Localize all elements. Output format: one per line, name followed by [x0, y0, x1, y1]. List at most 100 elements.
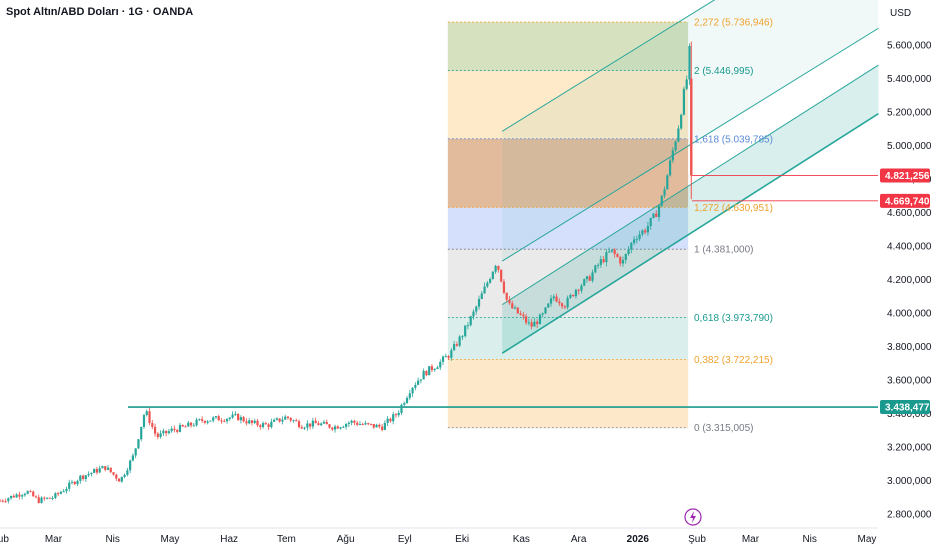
- candle-body: [400, 404, 403, 413]
- fib-label: 0,382 (3.722,215): [694, 355, 773, 366]
- candle-body: [4, 501, 7, 503]
- candle-body: [192, 425, 195, 427]
- y-tick-label: 3.800,000: [887, 342, 932, 353]
- price-tag-1-bg: [880, 193, 930, 208]
- fib-label: 2 (5.446,995): [694, 66, 754, 77]
- candle-body: [688, 46, 691, 80]
- candle-body: [505, 292, 508, 300]
- candle-body: [577, 289, 580, 291]
- candle-body: [242, 417, 245, 422]
- fib-zone-5: [447, 70, 689, 139]
- y-tick-label: 3.000,000: [887, 476, 932, 487]
- candle-body: [101, 466, 104, 469]
- candle-body: [500, 269, 503, 282]
- candle-body: [151, 422, 154, 427]
- candle-body: [638, 234, 641, 240]
- x-tick-label: May: [161, 534, 180, 545]
- candle-body: [109, 467, 112, 473]
- candle-body: [267, 424, 270, 428]
- candle-body: [386, 418, 389, 423]
- candle-body: [477, 299, 481, 307]
- candle-body: [405, 397, 409, 404]
- candle-body: [206, 421, 209, 423]
- candle-body: [225, 418, 229, 422]
- candle-body: [461, 336, 464, 338]
- candle-body: [574, 289, 578, 297]
- bolt-icon[interactable]: [684, 508, 702, 526]
- candle-body: [594, 265, 597, 273]
- candle-body: [428, 366, 431, 376]
- candle-body: [408, 393, 411, 398]
- fibonacci-labels: 0 (3.315,005) 0,382 (3.722,215) 0,618 (3.9…: [694, 18, 773, 435]
- candle-body: [34, 496, 38, 498]
- candle-body: [372, 423, 375, 428]
- candle-body: [281, 419, 284, 422]
- candle-body: [602, 259, 605, 263]
- candle-body: [231, 414, 234, 418]
- y-tick-label: 3.600,000: [887, 376, 932, 387]
- x-tick-label: Eyl: [398, 534, 412, 545]
- candle-body: [264, 423, 267, 425]
- candle-body: [610, 249, 614, 252]
- candle-body: [558, 301, 561, 304]
- candle-body: [411, 387, 414, 394]
- candle-body: [533, 321, 536, 327]
- y-tick-label: 3.200,000: [887, 443, 932, 454]
- candle-body: [95, 469, 99, 473]
- candle-body: [336, 426, 339, 429]
- candle-body: [309, 423, 312, 427]
- time-axis: Şub Mar Nis May Haz Tem Ağu Eyl Eki Kas Ara 2026 Şub…: [0, 527, 878, 545]
- candle-body: [239, 417, 242, 421]
- candle-body: [98, 468, 101, 473]
- candle-body: [300, 427, 303, 429]
- chart-title: Spot Altın/ABD Doları · 1G · OANDA: [6, 6, 194, 18]
- candle-body: [286, 416, 290, 418]
- candle-body: [7, 498, 10, 502]
- candle-body: [15, 494, 18, 498]
- candle-body: [635, 239, 638, 241]
- candle-body: [314, 420, 317, 424]
- candle-body: [646, 226, 650, 233]
- y-tick-label: 4.200,000: [887, 275, 932, 286]
- fib-label: 0,618 (3.973,790): [694, 313, 773, 324]
- y-tick-label: 5.000,000: [887, 141, 932, 152]
- candle-body: [580, 285, 583, 291]
- candle-body: [120, 476, 123, 482]
- currency-label[interactable]: USD: [890, 8, 912, 19]
- candle-body: [70, 481, 74, 483]
- candle-body: [189, 422, 193, 426]
- candle-body: [483, 286, 486, 294]
- candle-body: [297, 421, 301, 428]
- price-tag-0-bg: [880, 168, 930, 183]
- candle-body: [220, 420, 223, 422]
- candle-body: [333, 426, 337, 430]
- candle-body: [383, 422, 386, 430]
- candle-body: [347, 422, 350, 424]
- candle-body: [488, 279, 492, 283]
- candle-body: [170, 428, 173, 432]
- candle-body: [201, 419, 204, 421]
- candle-body: [511, 303, 514, 309]
- candle-body: [209, 420, 212, 422]
- candle-body: [630, 242, 633, 250]
- candle-body: [364, 423, 367, 425]
- candle-body: [93, 469, 96, 473]
- candle-body: [627, 249, 630, 254]
- fib-label: 1,272 (4.630,951): [694, 203, 773, 214]
- price-axis: 2.800,000 3.000,000 3.200,000 3.400,000 3.60…: [887, 41, 932, 521]
- price-tags: 4.821,256 4.669,740 3.438,477: [692, 168, 930, 415]
- y-tick-label: 4.400,000: [887, 242, 932, 253]
- candle-body: [486, 282, 489, 287]
- candle-body: [513, 307, 517, 309]
- candle-body: [536, 321, 539, 325]
- candle-body: [464, 325, 467, 337]
- x-tick-label: Şub: [688, 534, 706, 545]
- candle-body: [342, 426, 345, 428]
- candle-body: [37, 497, 40, 503]
- price-tag-level: 3.438,477: [885, 403, 930, 414]
- candle-body: [90, 472, 93, 475]
- fib-zone-0: [447, 359, 689, 428]
- candle-body: [508, 299, 511, 304]
